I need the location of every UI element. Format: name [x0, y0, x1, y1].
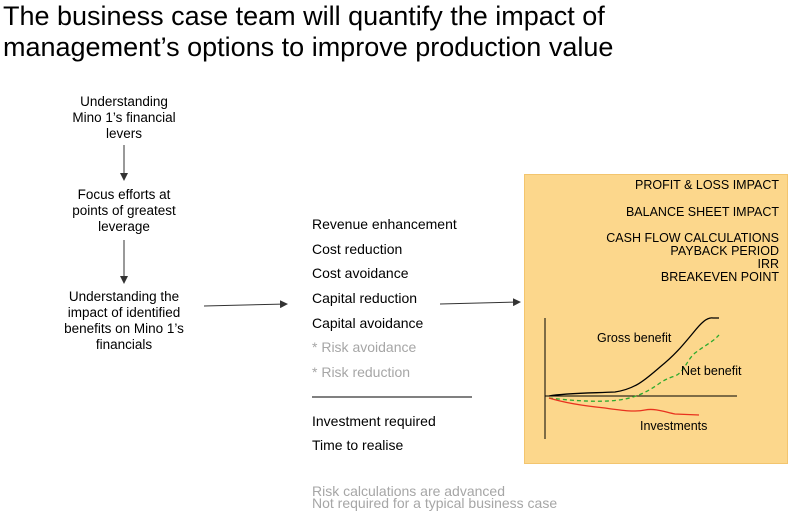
title-line-1: The business case team will quantify the… [3, 1, 605, 31]
benefit-chart [544, 317, 737, 439]
flow-step-impact-benefits: Understanding the impact of identified b… [64, 289, 184, 352]
list-item-time-to-realise: Time to realise [312, 437, 404, 453]
list-item-cost-reduction: Cost reduction [312, 241, 403, 257]
list-item-investment-required: Investment required [312, 413, 436, 429]
impact-panel: PROFIT & LOSS IMPACT BALANCE SHEET IMPAC… [524, 174, 788, 464]
arrow-list-to-panel [439, 298, 521, 307]
list-item-risk-reduction: * Risk reduction [312, 364, 411, 380]
gross-benefit-line [548, 317, 719, 397]
panel-pl-impact: PROFIT & LOSS IMPACT [634, 178, 779, 192]
list-item-capital-reduction: Capital reduction [312, 290, 418, 306]
list-item-risk-avoidance: * Risk avoidance [312, 339, 417, 355]
list-item-cost-avoidance: Cost avoidance [312, 265, 409, 281]
investments-line [548, 397, 700, 416]
list-item-capital-avoidance: Capital avoidance [312, 315, 424, 331]
net-benefit-label: Net benefit [681, 364, 742, 378]
flow-step-focus-efforts: Focus efforts at points of greatest leve… [72, 187, 176, 234]
footnote-line-2: Not required for a typical business case [312, 495, 558, 511]
arrow-step3-to-list [203, 300, 288, 309]
gross-benefit-label: Gross benefit [597, 331, 672, 345]
list-item-revenue-enhancement: Revenue enhancement [312, 216, 457, 232]
title-line-2: management’s options to improve producti… [3, 32, 614, 62]
flow-step-financial-levers: Understanding Mino 1’s financial levers [72, 94, 176, 141]
footnote-line-1: Risk calculations are advanced [312, 483, 505, 499]
footnote: Risk calculations are advanced Not requi… [312, 483, 558, 511]
net-benefit-line [548, 334, 720, 402]
panel-bs-impact: BALANCE SHEET IMPACT [625, 205, 779, 219]
panel-cash-flow: CASH FLOW CALCULATIONS PAYBACK PERIOD IR… [606, 231, 779, 284]
page-title: The business case team will quantify the… [3, 1, 788, 63]
investments-label: Investments [640, 419, 708, 433]
